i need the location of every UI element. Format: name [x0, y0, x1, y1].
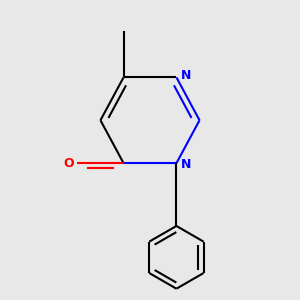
Text: N: N [182, 69, 192, 82]
Text: O: O [63, 157, 74, 170]
Text: N: N [180, 158, 191, 171]
